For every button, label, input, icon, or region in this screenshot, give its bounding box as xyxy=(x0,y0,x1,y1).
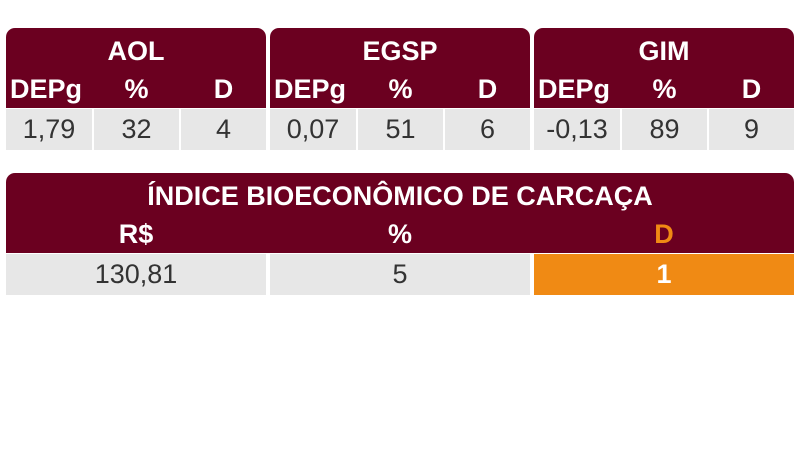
trait-title: AOL xyxy=(107,36,165,66)
index-title: ÍNDICE BIOECONÔMICO DE CARCAÇA xyxy=(147,181,653,211)
index-block: ÍNDICE BIOECONÔMICO DE CARCAÇA R$ % D 13… xyxy=(6,173,794,297)
value-depg: -0,13 xyxy=(534,109,620,150)
value-depg: 0,07 xyxy=(270,109,356,150)
col-header-depg: DEPg xyxy=(10,74,83,104)
col-header-percent: % xyxy=(388,74,413,104)
col-header-depg: DEPg xyxy=(538,74,611,104)
index-col-header-d: D xyxy=(654,219,674,249)
trait-header: AOL DEPg % D xyxy=(6,28,266,108)
col-header-d: D xyxy=(741,74,762,104)
index-value-rs: 130,81 xyxy=(6,254,266,295)
value-percent: 51 xyxy=(358,109,443,150)
trait-title: GIM xyxy=(638,36,690,66)
col-header-percent: % xyxy=(652,74,677,104)
col-header-percent: % xyxy=(124,74,149,104)
trait-title: EGSP xyxy=(362,36,438,66)
index-value-d: 1 xyxy=(534,254,794,295)
trait-header: GIM DEPg % D xyxy=(534,28,794,108)
value-d: 6 xyxy=(445,109,530,150)
value-d: 9 xyxy=(709,109,794,150)
value-d: 4 xyxy=(181,109,266,150)
trait-block-aol: AOL DEPg % D 1,79 32 4 xyxy=(6,28,266,152)
value-depg: 1,79 xyxy=(6,109,92,150)
value-percent: 89 xyxy=(622,109,707,150)
trait-block-gim: GIM DEPg % D -0,13 89 9 xyxy=(534,28,794,152)
index-col-header-rs: R$ xyxy=(118,219,154,249)
col-header-depg: DEPg xyxy=(274,74,347,104)
index-header: ÍNDICE BIOECONÔMICO DE CARCAÇA R$ % D xyxy=(6,173,794,253)
col-header-d: D xyxy=(213,74,234,104)
trait-header: EGSP DEPg % D xyxy=(270,28,530,108)
trait-block-egsp: EGSP DEPg % D 0,07 51 6 xyxy=(270,28,530,152)
value-percent: 32 xyxy=(94,109,179,150)
col-header-d: D xyxy=(477,74,498,104)
index-col-header-percent: % xyxy=(387,219,412,249)
index-value-percent: 5 xyxy=(270,254,530,295)
